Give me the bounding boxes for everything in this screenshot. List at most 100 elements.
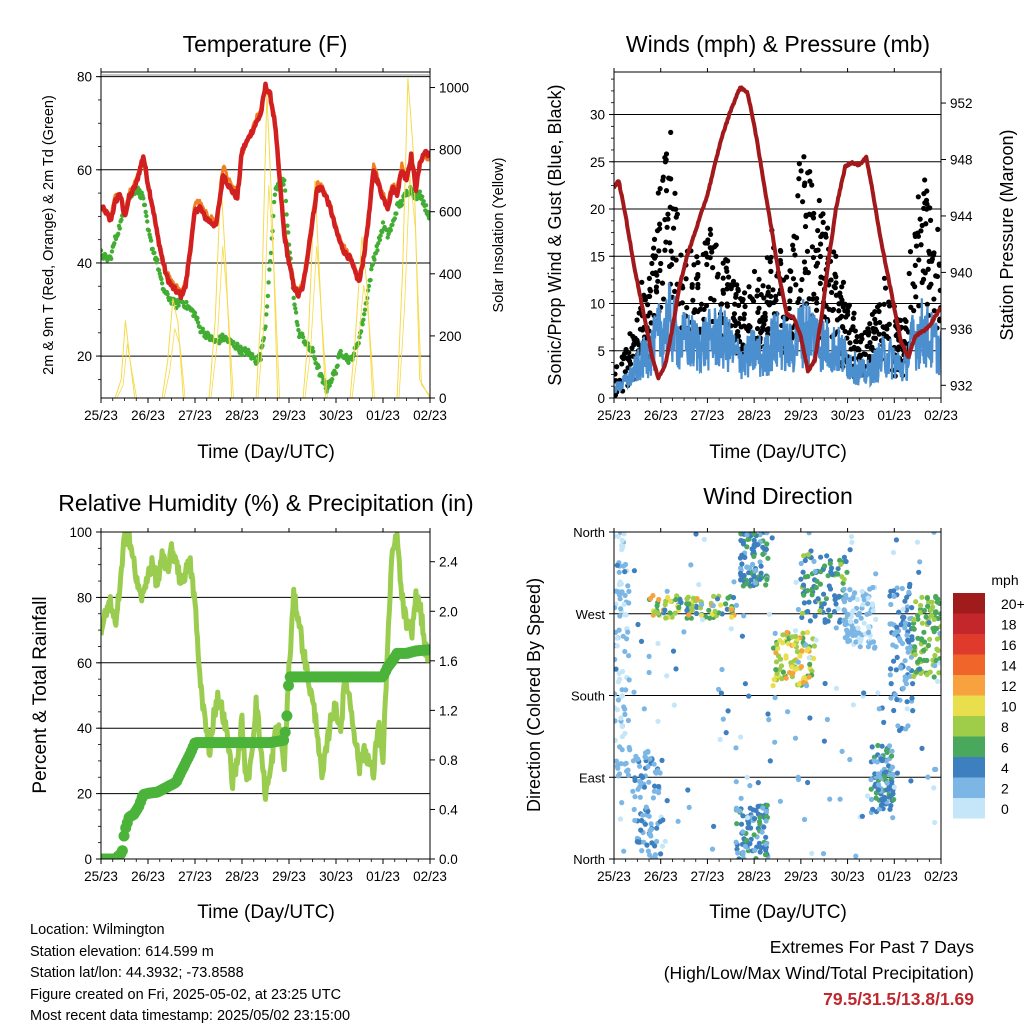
dewpoint-point: [116, 231, 121, 236]
direction-point: [637, 783, 643, 790]
direction-point: [672, 610, 678, 616]
dewpoint-point: [362, 307, 368, 312]
direction-point: [875, 787, 882, 793]
y-tick-label: 60: [77, 656, 92, 671]
direction-point: [748, 577, 754, 583]
x-tick-label: 27/23: [691, 869, 725, 884]
direction-point: [898, 664, 904, 670]
direction-point: [742, 681, 749, 687]
dewpoint-point: [268, 250, 274, 256]
gust-point: [804, 248, 811, 254]
gust-point: [872, 335, 879, 341]
direction-point: [785, 709, 791, 715]
direction-series: [614, 532, 941, 859]
gust-point: [793, 235, 800, 241]
gust-point: [876, 331, 882, 337]
legend-label: 2: [1001, 781, 1009, 797]
direction-point: [905, 645, 911, 651]
direction-point: [622, 648, 628, 655]
direction-point: [624, 636, 630, 642]
direction-point: [780, 632, 786, 638]
gust-point: [937, 316, 941, 322]
direction-point: [855, 625, 861, 631]
direction-point: [622, 711, 628, 718]
direction-point: [798, 576, 804, 582]
gust-point: [768, 254, 774, 260]
direction-point: [932, 663, 938, 669]
dewpoint-point: [265, 293, 271, 299]
gust-point: [833, 253, 839, 259]
direction-point: [861, 620, 867, 626]
direction-point: [867, 610, 873, 616]
direction-point: [812, 613, 818, 619]
gust-point: [733, 291, 739, 298]
gust-point: [707, 226, 713, 233]
direction-point: [755, 542, 761, 548]
gust-point: [931, 296, 937, 302]
gust-point: [842, 328, 848, 334]
gust-point: [693, 275, 700, 282]
direction-point: [772, 695, 778, 701]
direction-point: [826, 583, 832, 589]
x-tick-label: 29/23: [272, 869, 306, 884]
gust-point: [755, 309, 761, 315]
direction-point: [807, 618, 814, 624]
direction-point: [614, 718, 618, 724]
direction-point: [803, 642, 809, 648]
gust-point: [830, 306, 837, 313]
gust-point: [730, 282, 736, 288]
direction-point: [928, 607, 934, 613]
gust-point: [865, 326, 871, 332]
dewpoint-point: [200, 326, 205, 331]
direction-point: [879, 757, 886, 764]
x-tick-label: 29/23: [272, 408, 306, 423]
direction-point: [647, 828, 653, 834]
x-tick-label: 25/23: [597, 408, 631, 423]
direction-point: [798, 560, 804, 567]
direction-point: [793, 579, 799, 585]
direction-point: [835, 606, 841, 612]
direction-point: [833, 601, 839, 607]
direction-point: [625, 629, 631, 635]
direction-point: [619, 723, 625, 730]
gust-point: [649, 260, 655, 267]
humidity-xlabel: Time (Day/UTC): [197, 902, 335, 923]
direction-point: [841, 586, 847, 592]
direction-point: [737, 570, 744, 576]
direction-point: [654, 825, 660, 831]
direction-point: [739, 552, 745, 558]
humidity-axes: 0 20 40 60 80 100 0.0 0.4 0.8 1.2 1.6 2.0 2.4 25/23 26…: [69, 525, 458, 884]
gust-point: [768, 268, 774, 274]
direction-point: [904, 706, 910, 712]
direction-point: [626, 677, 632, 683]
direction-point: [626, 744, 632, 751]
y-tick-label: 100: [69, 525, 92, 540]
direction-point: [742, 843, 749, 850]
direction-point: [641, 706, 647, 712]
dewpoint-point: [195, 315, 200, 321]
gust-point: [807, 169, 813, 175]
gust-point: [657, 267, 663, 274]
dewpoint-point: [159, 276, 164, 282]
direction-point: [673, 597, 679, 603]
direction-point: [651, 788, 658, 794]
direction-point: [777, 666, 783, 672]
dewpoint-point: [360, 322, 365, 327]
direction-point: [751, 553, 757, 560]
direction-point: [891, 593, 897, 600]
direction-point: [655, 640, 661, 647]
y2-tick-label: 1.6: [439, 654, 458, 669]
direction-point: [621, 532, 627, 537]
dewpoint-point: [231, 339, 236, 345]
gust-point: [765, 289, 771, 296]
direction-point: [931, 674, 937, 680]
direction-point: [645, 764, 651, 770]
gust-point: [670, 225, 677, 231]
direction-point: [865, 595, 871, 601]
direction-point: [617, 592, 623, 598]
dewpoint-point: [392, 216, 397, 221]
y2-tick-label: 2.4: [439, 555, 458, 570]
direction-point: [625, 583, 631, 589]
gust-point: [787, 288, 793, 294]
gust-point: [741, 316, 747, 322]
